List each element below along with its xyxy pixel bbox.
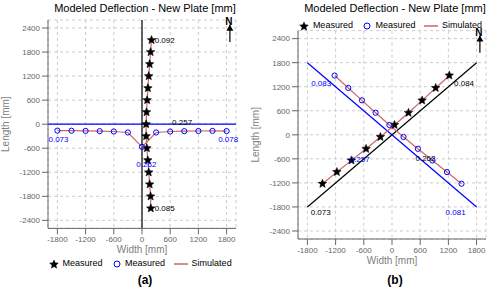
svg-text:Length [mm]: Length [mm] — [250, 107, 261, 163]
svg-text:0.078: 0.078 — [218, 135, 239, 144]
svg-text:-1800: -1800 — [270, 203, 291, 212]
svg-text:-1200: -1200 — [75, 235, 96, 244]
svg-text:-600: -600 — [106, 235, 123, 244]
svg-text:0: 0 — [286, 131, 291, 140]
svg-text:1800: 1800 — [22, 48, 40, 57]
svg-text:1200: 1200 — [190, 235, 208, 244]
svg-text:0.262: 0.262 — [416, 154, 437, 163]
html-text:Modeled Deflection - New Plate: Modeled Deflection - New Plate [mm] — [54, 2, 236, 14]
svg-text:0.083: 0.083 — [311, 79, 332, 88]
svg-text:600: 600 — [414, 246, 428, 255]
svg-text:-2400: -2400 — [20, 216, 41, 225]
svg-text:0.092: 0.092 — [155, 36, 176, 45]
svg-text:0.085: 0.085 — [155, 204, 176, 213]
svg-text:Width [mm]: Width [mm] — [117, 244, 168, 255]
svg-text:0.081: 0.081 — [446, 208, 467, 217]
svg-text:-1800: -1800 — [20, 192, 41, 201]
svg-text:-2400: -2400 — [270, 227, 291, 236]
svg-text:600: 600 — [27, 96, 41, 105]
svg-text:600: 600 — [277, 107, 291, 116]
svg-text:1200: 1200 — [22, 72, 40, 81]
svg-text:0.084: 0.084 — [454, 79, 475, 88]
svg-text:0: 0 — [390, 246, 395, 255]
svg-text:-600: -600 — [356, 246, 373, 255]
svg-text:Length [mm]: Length [mm] — [8, 96, 11, 152]
html-text:Measured: Measured — [375, 20, 416, 30]
svg-text:1800: 1800 — [218, 235, 236, 244]
svg-text:-600: -600 — [24, 144, 41, 153]
svg-text:N: N — [225, 16, 232, 27]
svg-text:2400: 2400 — [22, 24, 40, 33]
svg-text:0.257: 0.257 — [350, 155, 371, 164]
svg-text:-1800: -1800 — [47, 235, 68, 244]
svg-text:-1200: -1200 — [270, 179, 291, 188]
svg-text:0.257: 0.257 — [172, 118, 193, 127]
svg-text:0.262: 0.262 — [136, 160, 157, 169]
svg-text:600: 600 — [164, 235, 178, 244]
svg-text:0.073: 0.073 — [48, 135, 69, 144]
html-text:(b): (b) — [387, 273, 403, 287]
svg-text:-600: -600 — [274, 155, 291, 164]
svg-text:N: N — [475, 27, 482, 38]
html-text:Measured: Measured — [62, 258, 103, 269]
svg-text:1800: 1800 — [272, 59, 290, 68]
svg-text:-1200: -1200 — [325, 246, 346, 255]
svg-text:0: 0 — [140, 235, 145, 244]
html-text:Measured: Measured — [312, 20, 353, 30]
html-text:(a): (a) — [137, 273, 153, 287]
html-text:Modeled Deflection - New Plate: Modeled Deflection - New Plate [mm] — [304, 2, 486, 14]
svg-text:0.073: 0.073 — [311, 208, 332, 217]
svg-text:-1800: -1800 — [297, 246, 318, 255]
svg-text:-1200: -1200 — [20, 168, 41, 177]
svg-text:1800: 1800 — [468, 246, 486, 255]
svg-text:0: 0 — [36, 120, 41, 129]
html-text:Simulated: Simulated — [442, 20, 482, 30]
html-text:Simulated: Simulated — [191, 258, 232, 269]
svg-text:2400: 2400 — [272, 34, 290, 43]
svg-text:1200: 1200 — [440, 246, 458, 255]
svg-text:1200: 1200 — [272, 83, 290, 92]
html-text:Measured: Measured — [125, 258, 166, 269]
svg-text:Width [mm]: Width [mm] — [367, 255, 418, 266]
